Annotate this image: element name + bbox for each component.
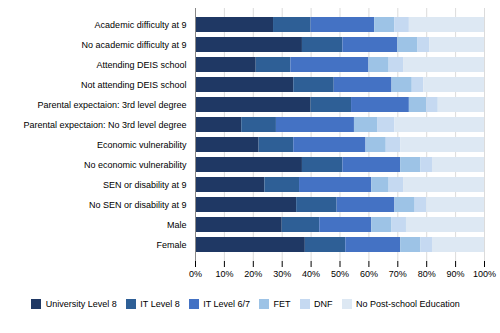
svg-text:20%: 20% [244, 269, 262, 279]
svg-text:Not attending DEIS school: Not attending DEIS school [81, 80, 187, 90]
svg-text:Academic difficulty at 9: Academic difficulty at 9 [95, 20, 187, 30]
svg-text:30%: 30% [273, 269, 291, 279]
svg-text:70%: 70% [389, 269, 407, 279]
svg-text:60%: 60% [360, 269, 378, 279]
svg-text:0%: 0% [189, 269, 202, 279]
svg-text:100%: 100% [473, 269, 496, 279]
svg-text:Economic vulnerability: Economic vulnerability [97, 140, 187, 150]
html-text:No Post-school Education: No Post-school Education [356, 298, 460, 309]
svg-text:10%: 10% [215, 269, 233, 279]
svg-text:50%: 50% [331, 269, 349, 279]
svg-text:Attending DEIS school: Attending DEIS school [96, 60, 186, 70]
html-text:FET: FET [273, 298, 291, 309]
svg-text:90%: 90% [447, 269, 465, 279]
svg-text:80%: 80% [418, 269, 436, 279]
svg-text:Parental expectaion: 3rd level: Parental expectaion: 3rd level degree [37, 100, 186, 110]
svg-text:No academic difficulty at 9: No academic difficulty at 9 [82, 40, 187, 50]
svg-text:Parental expectaion: No 3rd le: Parental expectaion: No 3rd level degree [23, 120, 186, 130]
svg-text:Male: Male [167, 220, 187, 230]
html-text:IT Level 8: IT Level 8 [140, 298, 180, 309]
html-text:University Level 8: University Level 8 [45, 298, 117, 309]
svg-text:SEN or disability at 9: SEN or disability at 9 [103, 180, 187, 190]
svg-text:40%: 40% [302, 269, 320, 279]
svg-text:No economic vulnerability: No economic vulnerability [84, 160, 187, 170]
html-text:DNF: DNF [314, 298, 333, 309]
svg-text:Female: Female [156, 240, 186, 250]
svg-text:No SEN or disability at 9: No SEN or disability at 9 [89, 200, 187, 210]
html-text:IT Level 6/7: IT Level 6/7 [203, 298, 251, 309]
